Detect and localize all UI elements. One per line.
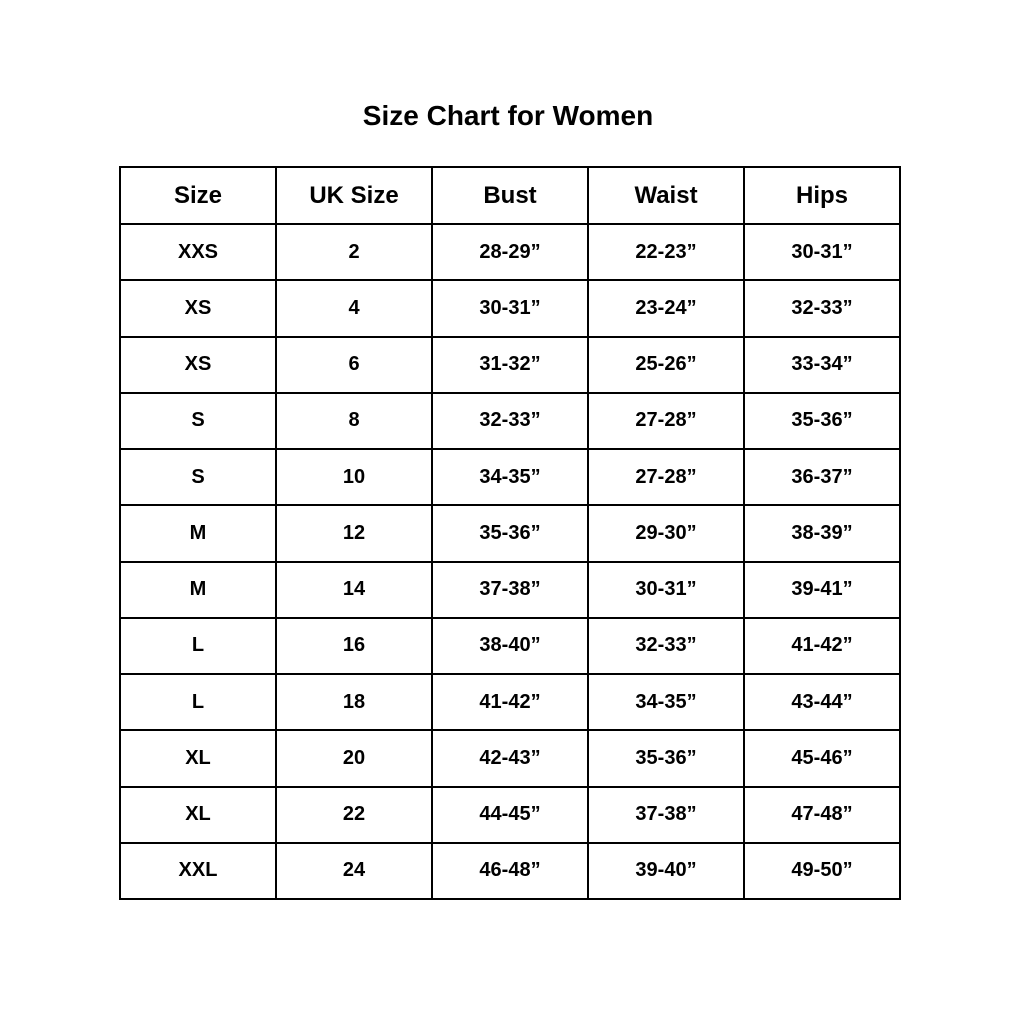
table-cell: 20 — [275, 729, 433, 788]
table-cell: 39-41” — [743, 560, 901, 619]
column-header: Bust — [431, 166, 589, 225]
table-cell: 4 — [275, 279, 433, 338]
table-cell: 41-42” — [743, 616, 901, 676]
table-cell: 16 — [275, 616, 433, 676]
table-cell: XS — [119, 279, 277, 338]
column-header: UK Size — [275, 166, 433, 225]
table-row: XXL 24 46-48” 39-40” 49-50” — [119, 841, 901, 901]
table-cell: 8 — [275, 391, 433, 451]
column-header: Size — [119, 166, 277, 225]
table-cell: XL — [119, 729, 277, 788]
table-cell: 30-31” — [431, 279, 589, 338]
table-cell: 27-28” — [587, 447, 745, 507]
table-cell: 29-30” — [587, 504, 745, 563]
table-cell: 24 — [275, 841, 433, 901]
table-cell: XXS — [119, 222, 277, 282]
table-cell: 35-36” — [431, 504, 589, 563]
table-cell: 32-33” — [743, 279, 901, 338]
table-cell: 28-29” — [431, 222, 589, 282]
table-cell: 22-23” — [587, 222, 745, 282]
table-cell: 45-46” — [743, 729, 901, 788]
size-chart-table: Size UK Size Bust Waist Hips XXS 2 28-29” 22-23… — [119, 166, 901, 901]
table-cell: 38-39” — [743, 504, 901, 563]
table-header-row: Size UK Size Bust Waist Hips — [119, 166, 901, 225]
table-cell: 35-36” — [743, 391, 901, 451]
table-cell: 31-32” — [431, 335, 589, 394]
table-cell: 22 — [275, 785, 433, 844]
table-cell: 46-48” — [431, 841, 589, 901]
table-cell: 18 — [275, 672, 433, 732]
table-cell: 32-33” — [431, 391, 589, 451]
table-cell: 2 — [275, 222, 433, 282]
table-cell: 27-28” — [587, 391, 745, 451]
table-cell: 34-35” — [431, 447, 589, 507]
table-row: XS 4 30-31” 23-24” 32-33” — [119, 279, 901, 338]
table-row: L 16 38-40” 32-33” 41-42” — [119, 616, 901, 676]
table-cell: 38-40” — [431, 616, 589, 676]
table-cell: M — [119, 560, 277, 619]
table-cell: 10 — [275, 447, 433, 507]
table-cell: 30-31” — [587, 560, 745, 619]
table-cell: L — [119, 672, 277, 732]
table-row: L 18 41-42” 34-35” 43-44” — [119, 672, 901, 732]
table-row: S 8 32-33” 27-28” 35-36” — [119, 391, 901, 451]
table-cell: 32-33” — [587, 616, 745, 676]
table-cell: 41-42” — [431, 672, 589, 732]
table-cell: S — [119, 391, 277, 451]
table-cell: S — [119, 447, 277, 507]
table-cell: L — [119, 616, 277, 676]
column-header: Waist — [587, 166, 745, 225]
table-cell: 14 — [275, 560, 433, 619]
table-cell: 25-26” — [587, 335, 745, 394]
table-cell: 30-31” — [743, 222, 901, 282]
table-row: XXS 2 28-29” 22-23” 30-31” — [119, 222, 901, 282]
table-row: S 10 34-35” 27-28” 36-37” — [119, 447, 901, 507]
table-row: XS 6 31-32” 25-26” 33-34” — [119, 335, 901, 394]
column-header: Hips — [743, 166, 901, 225]
table-cell: 12 — [275, 504, 433, 563]
table-row: XL 20 42-43” 35-36” 45-46” — [119, 729, 901, 788]
table-row: XL 22 44-45” 37-38” 47-48” — [119, 785, 901, 844]
table-cell: 23-24” — [587, 279, 745, 338]
table-cell: 43-44” — [743, 672, 901, 732]
table-cell: 36-37” — [743, 447, 901, 507]
table-cell: 42-43” — [431, 729, 589, 788]
table-cell: 33-34” — [743, 335, 901, 394]
table-cell: M — [119, 504, 277, 563]
table-row: M 14 37-38” 30-31” 39-41” — [119, 560, 901, 619]
table-cell: XL — [119, 785, 277, 844]
table-cell: 49-50” — [743, 841, 901, 901]
table-cell: 37-38” — [587, 785, 745, 844]
table-cell: 39-40” — [587, 841, 745, 901]
table-cell: 6 — [275, 335, 433, 394]
table-cell: XS — [119, 335, 277, 394]
table-cell: XXL — [119, 841, 277, 901]
table-body: XXS 2 28-29” 22-23” 30-31” XS 4 30-31” 23-24” 32-… — [119, 222, 901, 901]
table-cell: 34-35” — [587, 672, 745, 732]
table-cell: 47-48” — [743, 785, 901, 844]
table-cell: 37-38” — [431, 560, 589, 619]
table-row: M 12 35-36” 29-30” 38-39” — [119, 504, 901, 563]
table-cell: 44-45” — [431, 785, 589, 844]
table-cell: 35-36” — [587, 729, 745, 788]
page-title: Size Chart for Women — [362, 100, 654, 131]
